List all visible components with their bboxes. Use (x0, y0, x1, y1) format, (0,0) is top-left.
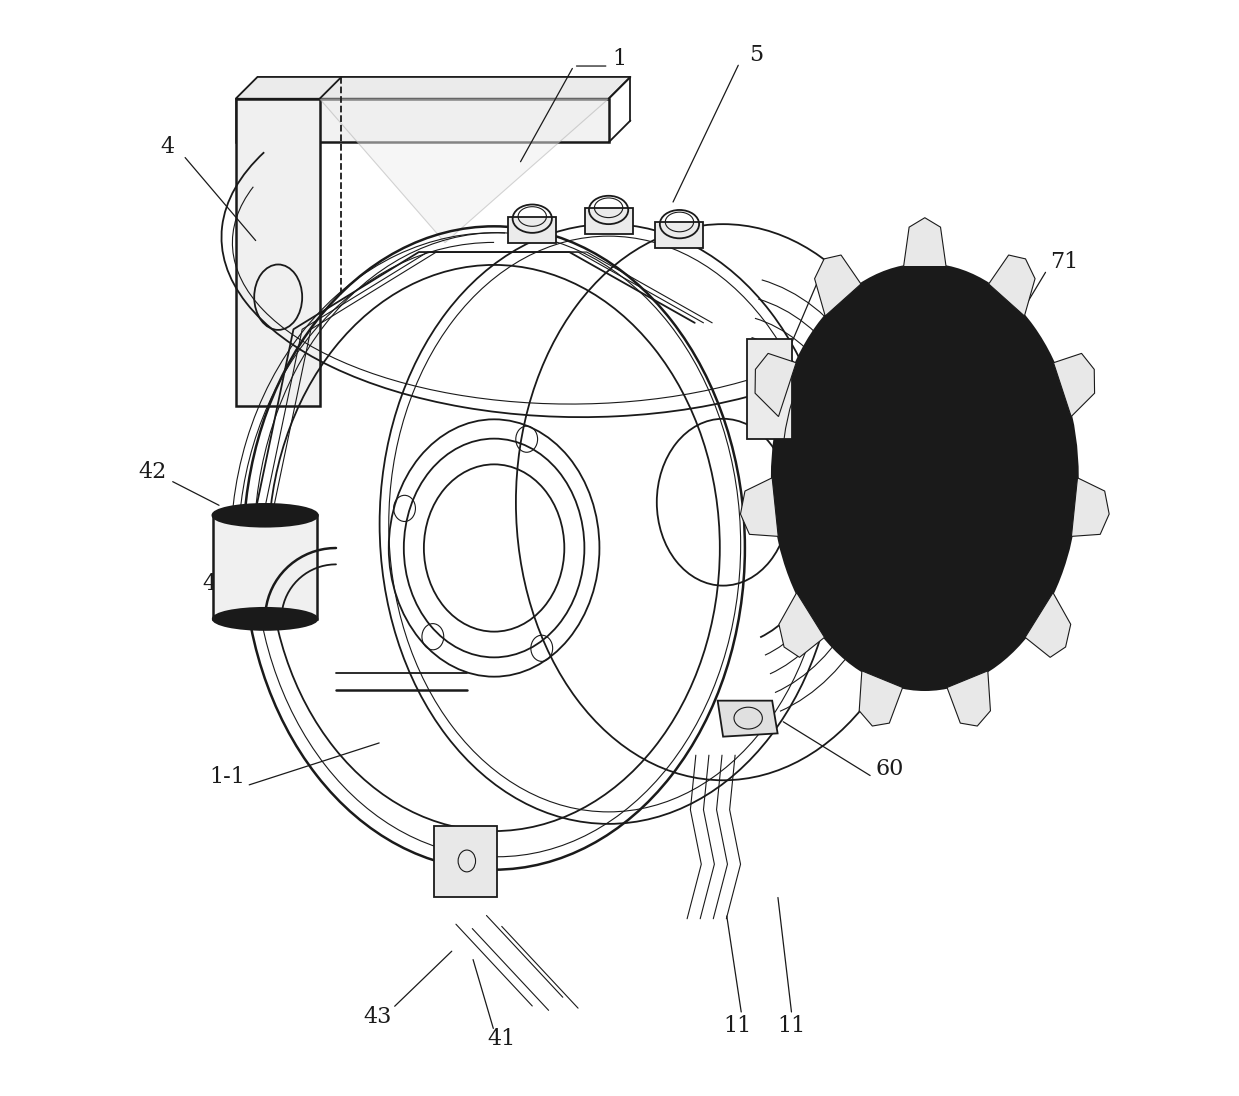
Polygon shape (814, 255, 861, 316)
Polygon shape (320, 99, 608, 242)
Polygon shape (213, 515, 317, 619)
Text: 5: 5 (748, 44, 763, 66)
Polygon shape (947, 671, 990, 726)
Text: 41: 41 (202, 573, 230, 595)
Polygon shape (741, 478, 778, 536)
Text: 11: 11 (778, 1015, 805, 1037)
Polygon shape (1053, 353, 1094, 416)
Text: 1-1: 1-1 (209, 766, 245, 788)
Ellipse shape (772, 264, 1078, 689)
Polygon shape (508, 217, 556, 242)
Text: 11: 11 (724, 1015, 751, 1037)
Polygon shape (1025, 593, 1070, 658)
Polygon shape (779, 593, 824, 658)
Polygon shape (903, 218, 947, 266)
Text: 43: 43 (363, 1006, 392, 1028)
Text: 71: 71 (1051, 251, 1078, 273)
Polygon shape (989, 255, 1035, 316)
Text: 42: 42 (139, 460, 167, 482)
Ellipse shape (213, 504, 317, 526)
Polygon shape (235, 77, 631, 99)
Polygon shape (655, 222, 704, 248)
Text: 60: 60 (876, 758, 904, 780)
Polygon shape (717, 700, 778, 737)
Ellipse shape (213, 608, 317, 630)
Polygon shape (434, 826, 497, 897)
Text: 1: 1 (612, 48, 627, 70)
Polygon shape (235, 99, 608, 142)
Polygon shape (747, 339, 792, 439)
Polygon shape (235, 99, 320, 407)
Polygon shape (1072, 478, 1109, 536)
Text: 41: 41 (488, 1028, 515, 1050)
Polygon shape (755, 353, 797, 416)
Text: 6: 6 (825, 262, 839, 284)
Polygon shape (859, 671, 903, 726)
Polygon shape (585, 208, 633, 233)
Text: 4: 4 (160, 136, 173, 158)
